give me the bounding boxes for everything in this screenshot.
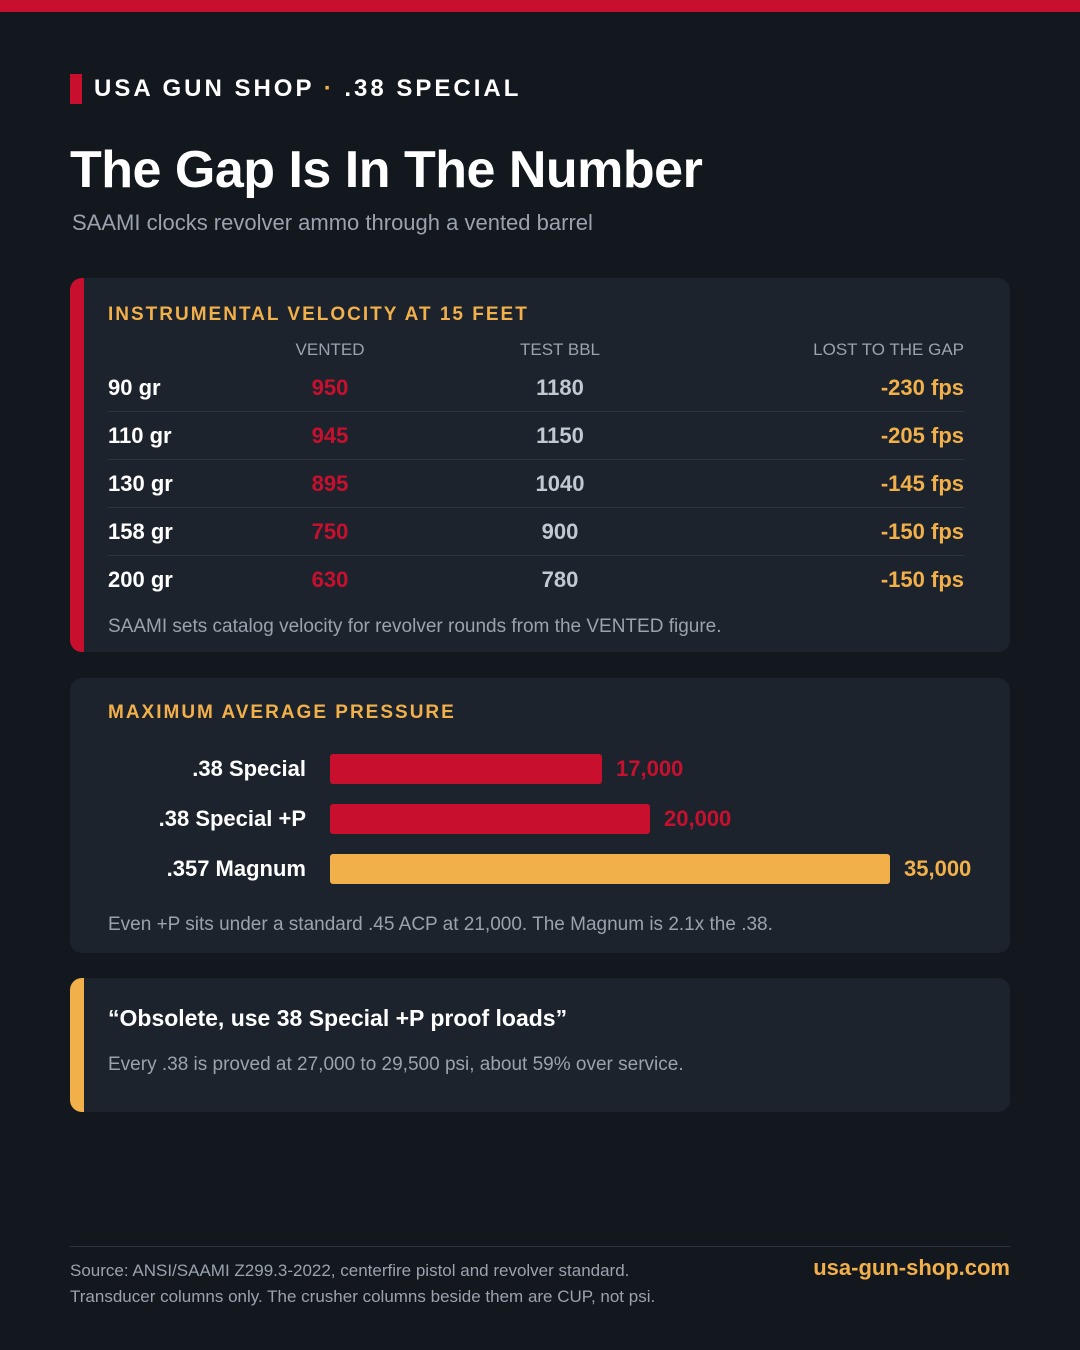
page-title: The Gap Is In The Number: [70, 141, 703, 199]
row-divider: [108, 411, 964, 412]
pressure-bar: [330, 754, 602, 784]
velocity-section-title: INSTRUMENTAL VELOCITY AT 15 FEET: [108, 304, 529, 325]
weight-cell: 90 gr: [108, 375, 161, 400]
row-divider: [108, 555, 964, 556]
row-divider: [108, 459, 964, 460]
lost-cell: -205 fps: [880, 423, 964, 448]
table-row: 110 gr 945 1150 -205 fps: [70, 412, 1010, 460]
pressure-note: Even +P sits under a standard .45 ACP at…: [108, 914, 773, 935]
table-row: 90 gr 950 1180 -230 fps: [70, 364, 1010, 412]
table-row: 200 gr 630 780 -150 fps: [70, 556, 1010, 604]
lost-cell: -150 fps: [880, 567, 964, 592]
pressure-card: MAXIMUM AVERAGE PRESSURE .38 Special 17,0…: [70, 678, 1010, 953]
table-row: 130 gr 895 1040 -145 fps: [70, 460, 1010, 508]
brand-header: USA GUN SHOP · .38 SPECIAL: [70, 74, 521, 104]
quote-card-accent: [70, 978, 84, 1112]
brand-separator: ·: [323, 75, 335, 102]
brand-mark: [70, 74, 82, 104]
bar-row: .38 Special +P 20,000: [70, 804, 1010, 834]
pressure-bar: [330, 804, 650, 834]
bar-category-label: .38 Special +P: [158, 806, 306, 831]
column-header-vented: VENTED: [295, 340, 365, 359]
footer-source-line-1: Source: ANSI/SAAMI Z299.3-2022, centerfi…: [70, 1261, 630, 1280]
weight-cell: 200 gr: [108, 567, 173, 592]
bar-row: .38 Special 17,000: [70, 754, 1010, 784]
bar-row: .357 Magnum 35,000: [70, 854, 1010, 884]
vented-cell: 895: [311, 471, 349, 496]
test-barrel-cell: 1150: [536, 423, 584, 448]
table-row: 158 gr 750 900 -150 fps: [70, 508, 1010, 556]
lost-cell: -230 fps: [880, 375, 964, 400]
quote-text: “Obsolete, use 38 Special +P proof loads…: [108, 1005, 568, 1031]
vented-cell: 750: [311, 519, 349, 544]
test-barrel-cell: 900: [541, 519, 579, 544]
brand-topic: .38 SPECIAL: [344, 75, 522, 102]
test-barrel-cell: 780: [541, 567, 579, 592]
brand-name: USA GUN SHOP: [94, 75, 315, 102]
velocity-table-header: VENTED TEST BBL LOST TO THE GAP: [70, 340, 1010, 362]
velocity-card: INSTRUMENTAL VELOCITY AT 15 FEET VENTED …: [70, 278, 1010, 652]
column-header-test-barrel: TEST BBL: [520, 340, 600, 359]
bar-value-label: 17,000: [616, 756, 684, 781]
pressure-bar: [330, 854, 890, 884]
weight-cell: 158 gr: [108, 519, 173, 544]
weight-cell: 130 gr: [108, 471, 173, 496]
pressure-section-title: MAXIMUM AVERAGE PRESSURE: [108, 702, 456, 723]
bar-category-label: .357 Magnum: [166, 856, 306, 881]
bar-category-label: .38 Special: [192, 756, 306, 781]
vented-cell: 950: [311, 375, 349, 400]
footer-source-line-2: Transducer columns only. The crusher col…: [70, 1287, 656, 1306]
velocity-note: SAAMI sets catalog velocity for revolver…: [108, 616, 722, 637]
row-divider: [108, 507, 964, 508]
weight-cell: 110 gr: [108, 423, 172, 448]
footer-url-link[interactable]: usa-gun-shop.com: [813, 1255, 1010, 1280]
brand-label: USA GUN SHOP · .38 SPECIAL: [94, 75, 521, 103]
velocity-card-accent: [70, 278, 84, 652]
lost-cell: -150 fps: [880, 519, 964, 544]
test-barrel-cell: 1040: [535, 471, 585, 496]
quote-card: “Obsolete, use 38 Special +P proof loads…: [70, 978, 1010, 1112]
quote-note: Every .38 is proved at 27,000 to 29,500 …: [108, 1054, 684, 1075]
vented-cell: 630: [311, 567, 349, 592]
lost-cell: -145 fps: [880, 471, 964, 496]
bar-value-label: 20,000: [664, 806, 732, 831]
footer-source: Source: ANSI/SAAMI Z299.3-2022, centerfi…: [70, 1258, 655, 1310]
column-header-lost: LOST TO THE GAP: [813, 340, 964, 359]
footer-divider: [70, 1246, 1010, 1247]
vented-cell: 945: [311, 423, 349, 448]
bar-value-label: 35,000: [904, 856, 972, 881]
page-subtitle: SAAMI clocks revolver ammo through a ven…: [72, 210, 593, 235]
top-accent-bar: [0, 0, 1080, 12]
test-barrel-cell: 1180: [536, 375, 584, 400]
